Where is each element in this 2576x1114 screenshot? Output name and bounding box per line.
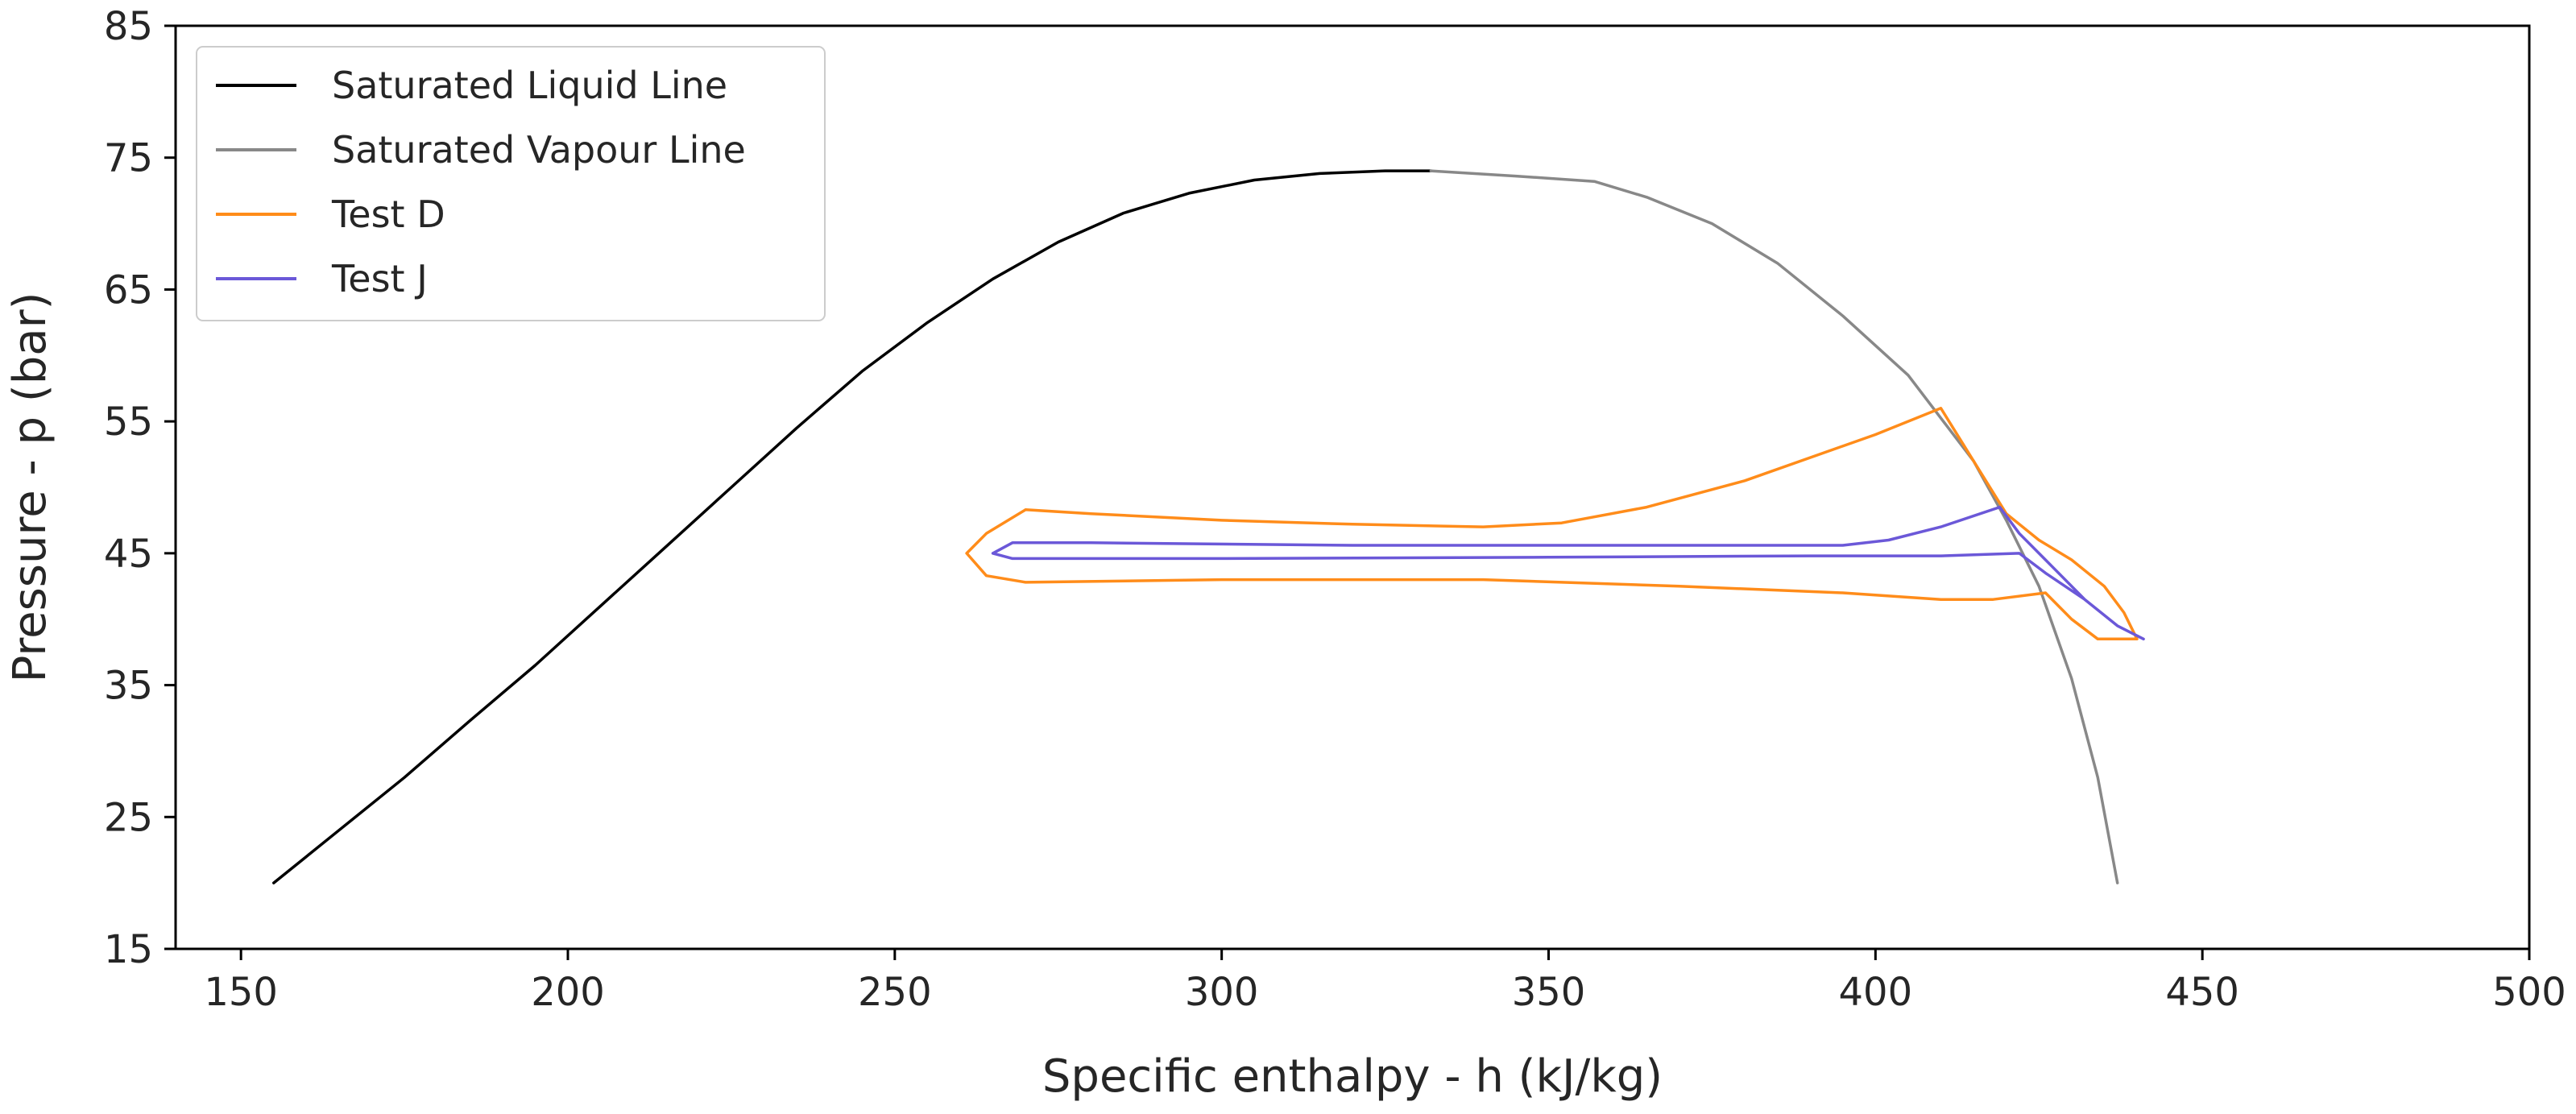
legend-item: Test D <box>216 193 445 236</box>
y-tick-label: 25 <box>104 795 153 840</box>
series-line-saturated-vapour-line <box>1429 169 2119 884</box>
x-axis-title: Specific enthalpy - h (kJ/kg) <box>1042 1050 1663 1103</box>
plot-area-frame <box>174 24 2531 950</box>
series-line-test-j <box>991 505 2145 641</box>
legend-label: Saturated Vapour Line <box>332 128 746 172</box>
x-tick-label: 400 <box>1839 970 1913 1015</box>
y-axis-title: Pressure - p (bar) <box>4 292 56 683</box>
legend-item: Saturated Liquid Line <box>216 64 727 107</box>
y-tick-label: 75 <box>104 136 153 181</box>
y-tick-label: 55 <box>104 400 153 445</box>
series-layer <box>272 169 2145 884</box>
y-axis-ticks: 15 25 35 45 55 65 75 85 <box>104 4 176 972</box>
x-tick-label: 150 <box>204 970 278 1015</box>
x-tick-label: 200 <box>531 970 605 1015</box>
x-axis-ticks: 150 200 250 300 350 400 450 500 <box>204 949 2566 1015</box>
y-tick-label: 15 <box>104 927 153 972</box>
series-line-test-d <box>965 407 2139 641</box>
x-tick-label: 500 <box>2492 970 2566 1015</box>
legend-items: Saturated Liquid Line Saturated Vapour Li… <box>216 64 746 300</box>
legend-label: Saturated Liquid Line <box>332 64 727 107</box>
legend-item: Saturated Vapour Line <box>216 128 746 172</box>
y-tick-label: 65 <box>104 267 153 313</box>
x-tick-label: 300 <box>1185 970 1259 1015</box>
legend-box <box>196 46 826 321</box>
x-tick-label: 450 <box>2165 970 2239 1015</box>
x-tick-label: 250 <box>858 970 932 1015</box>
y-tick-label: 45 <box>104 532 153 577</box>
series-line-saturated-liquid-line <box>272 169 1433 884</box>
legend-label: Test D <box>331 193 445 236</box>
legend: Saturated Liquid Line Saturated Vapour Li… <box>196 46 826 321</box>
y-tick-label: 85 <box>104 4 153 49</box>
y-tick-label: 35 <box>104 664 153 709</box>
x-tick-label: 350 <box>1512 970 1586 1015</box>
legend-item: Test J <box>216 257 428 300</box>
legend-label: Test J <box>331 257 428 300</box>
